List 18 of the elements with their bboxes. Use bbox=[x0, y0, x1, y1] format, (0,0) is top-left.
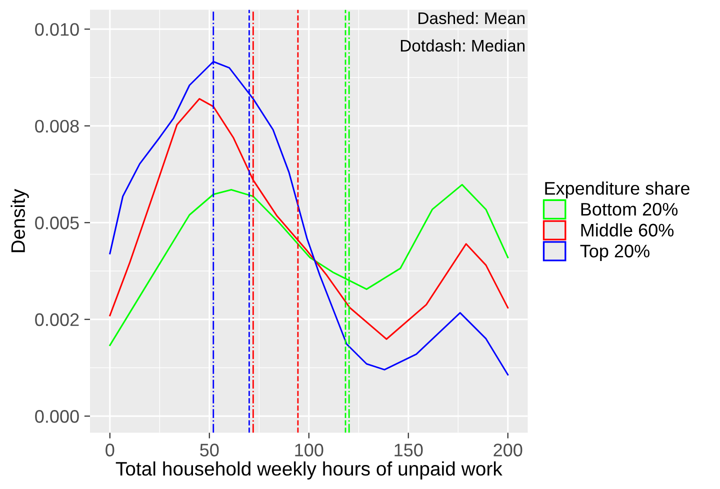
y-tick-label: 0.010 bbox=[35, 23, 79, 36]
legend-label: Top 20% bbox=[580, 244, 650, 262]
y-tick-label: 0.008 bbox=[35, 120, 79, 133]
x-tick-label: 0 bbox=[106, 444, 114, 456]
x-tick-label: 50 bbox=[200, 444, 219, 456]
legend-label: Bottom 20% bbox=[581, 202, 678, 216]
x-tick-label: 150 bbox=[394, 444, 423, 456]
y-tick-label: 0.005 bbox=[35, 216, 79, 230]
y-tick-label: 0.002 bbox=[35, 313, 79, 326]
x-axis-title: Total household weekly hours of unpaid work bbox=[116, 461, 502, 480]
legend-label: Middle 60% bbox=[581, 223, 674, 237]
annotation: Dotdash: Median bbox=[400, 39, 524, 52]
annotation: Dashed: Mean bbox=[418, 12, 524, 24]
y-axis-title: Density bbox=[10, 188, 29, 252]
x-tick-label: 200 bbox=[494, 444, 522, 456]
x-tick-label: 100 bbox=[295, 444, 324, 456]
legend-title: Expenditure share bbox=[545, 182, 690, 198]
y-tick-label: 0.000 bbox=[35, 410, 79, 423]
